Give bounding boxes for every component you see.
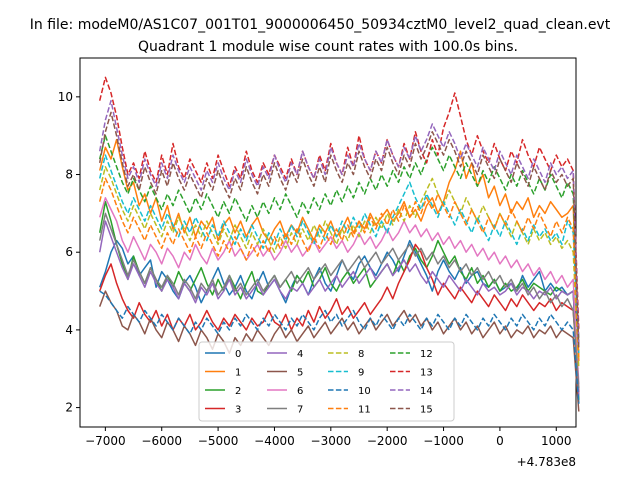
legend-label: 0 [235, 349, 241, 360]
series-10-line [99, 290, 580, 404]
y-tick-label: 8 [65, 168, 73, 182]
legend-label: 2 [235, 386, 241, 397]
legend-label: 6 [297, 386, 303, 397]
series-1-line [98, 138, 580, 362]
x-tick-label: −4000 [254, 434, 295, 448]
legend-label: 10 [358, 386, 371, 397]
x-offset-label: +4.783e8 [517, 455, 576, 469]
legend-label: 9 [358, 368, 364, 379]
x-tick-label: −6000 [141, 434, 182, 448]
x-axis: −7000 −6000 −5000 −4000 −3000 −2000 −1000 0 1000 [85, 427, 572, 448]
series-2-line [98, 200, 580, 400]
series-9-line [98, 154, 580, 354]
figure-suptitle: In file: modeM0/AS1C07_001T01_9000006450… [30, 17, 611, 33]
legend-label: 1 [235, 368, 241, 379]
legend-label: 7 [297, 405, 303, 416]
series-6-line [98, 197, 580, 385]
y-tick-label: 10 [58, 90, 73, 104]
series-11-line [98, 177, 580, 358]
legend-label: 14 [420, 386, 433, 397]
legend-label: 13 [420, 368, 433, 379]
legend-label: 8 [358, 349, 364, 360]
series-layer [98, 76, 580, 412]
chart-title: Quadrant 1 module wise count rates with … [138, 39, 518, 55]
series-12-line [98, 134, 580, 342]
legend-label: 5 [297, 368, 303, 379]
legend-box [198, 341, 455, 422]
y-tick-label: 6 [65, 245, 73, 259]
x-tick-label: 0 [496, 434, 504, 448]
series-14-line [98, 99, 580, 346]
legend-label: 12 [420, 349, 433, 360]
x-tick-label: −2000 [367, 434, 408, 448]
x-tick-label: −1000 [423, 434, 464, 448]
legend-label: 3 [235, 405, 241, 416]
y-axis: 2 4 6 8 10 [58, 90, 80, 415]
x-tick-label: −3000 [311, 434, 352, 448]
series-15-line [98, 111, 580, 350]
legend-label: 4 [297, 349, 303, 360]
legend-label: 15 [420, 405, 433, 416]
series-5-line [98, 290, 580, 412]
y-tick-label: 4 [65, 323, 73, 337]
series-13-line [98, 76, 580, 330]
x-tick-label: −5000 [198, 434, 239, 448]
legend-label: 11 [358, 405, 371, 416]
series-7-line [98, 212, 580, 389]
x-tick-label: 1000 [541, 434, 572, 448]
x-tick-label: −7000 [85, 434, 126, 448]
series-8-line [98, 166, 580, 369]
y-tick-label: 2 [65, 401, 73, 415]
series-4-line [98, 220, 580, 396]
